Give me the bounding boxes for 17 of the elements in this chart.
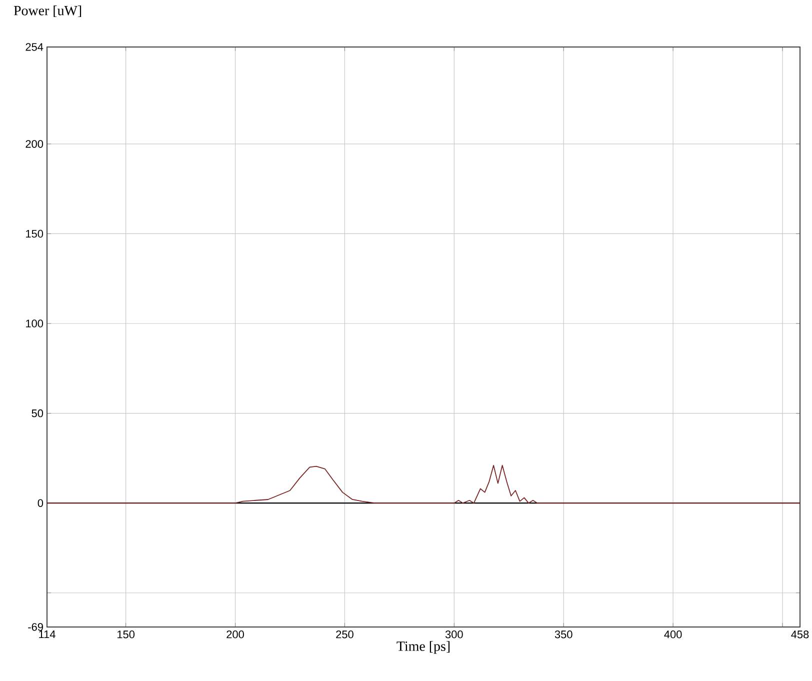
y-tick-label: -69 xyxy=(28,623,43,631)
y-tick-label: 50 xyxy=(32,409,44,418)
x-tick-label: 200 xyxy=(226,630,244,638)
x-tick-label: 400 xyxy=(664,630,682,638)
x-tick-label: 114 xyxy=(39,630,56,638)
y-tick-label: 0 xyxy=(38,499,44,507)
y-tick-label: 100 xyxy=(26,320,44,328)
y-tick-label: 200 xyxy=(26,140,44,148)
x-tick-label: 250 xyxy=(336,630,354,638)
x-tick-label: 458 xyxy=(791,630,809,638)
x-axis-title: Time [ps] xyxy=(396,641,450,654)
y-axis-title: Power [uW] xyxy=(14,6,82,18)
x-tick-label: 300 xyxy=(445,630,463,638)
x-tick-label: 150 xyxy=(117,630,135,638)
x-tick-label: 350 xyxy=(554,630,572,638)
y-tick-label: 150 xyxy=(26,230,44,238)
y-tick-label: 254 xyxy=(26,43,44,51)
